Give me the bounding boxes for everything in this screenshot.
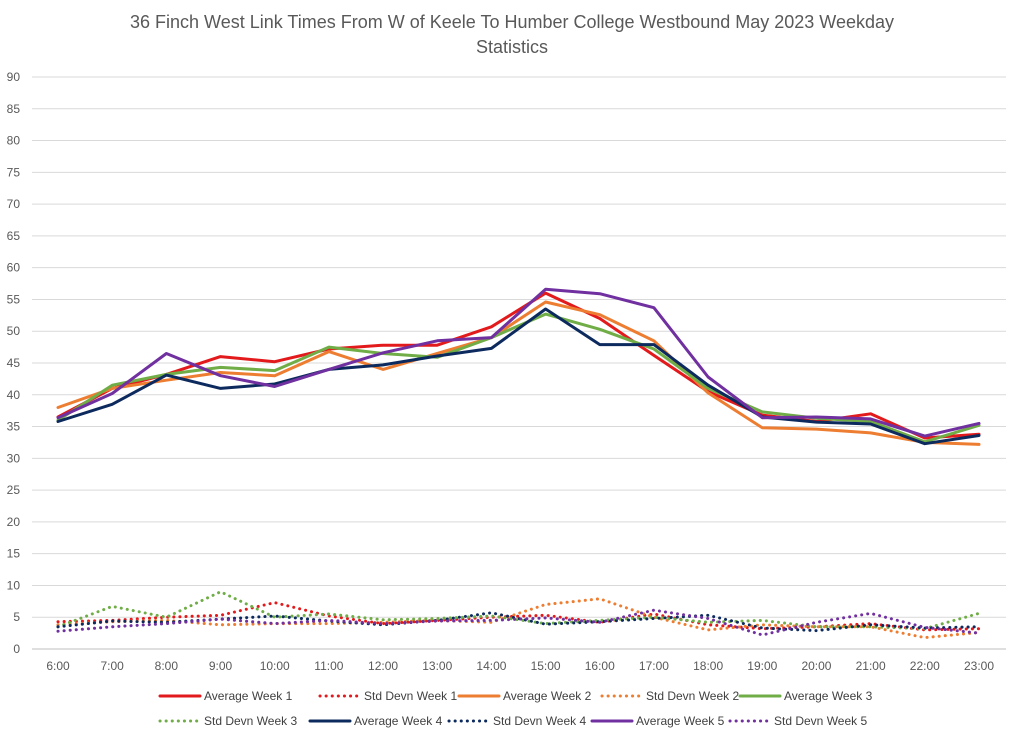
y-tick-label-10: 10 [7,578,21,592]
y-tick-label-20: 20 [7,515,21,529]
legend-label-average-week-4: Average Week 4 [354,714,443,728]
y-tick-label-55: 55 [7,292,21,306]
series-line-std-devn-week-5 [56,608,981,637]
y-tick-label-0: 0 [13,642,20,656]
legend-label-std-devn-week-2: Std Devn Week 2 [646,689,739,703]
legend-item-std-devn-week-1: Std Devn Week 1 [318,689,457,703]
legend-label-average-week-3: Average Week 3 [784,689,873,703]
y-tick-label-70: 70 [7,197,21,211]
y-tick-label-50: 50 [7,324,21,338]
y-tick-label-30: 30 [7,451,21,465]
x-tick-label-12:00: 12:00 [368,659,398,673]
legend-item-std-devn-week-3: Std Devn Week 3 [158,714,297,728]
legend-label-std-devn-week-3: Std Devn Week 3 [204,714,297,728]
legend-item-average-week-4: Average Week 4 [308,714,443,728]
x-tick-label-19:00: 19:00 [747,659,777,673]
y-tick-label-75: 75 [7,165,21,179]
x-tick-label-15:00: 15:00 [531,659,561,673]
y-tick-label-90: 90 [7,70,21,84]
legend-item-average-week-5: Average Week 5 [590,714,725,728]
x-tick-label-14:00: 14:00 [476,659,506,673]
legend-item-average-week-3: Average Week 3 [738,689,873,703]
series-line-average-week-5 [56,287,981,438]
y-tick-label-65: 65 [7,229,21,243]
y-tick-label-85: 85 [7,102,21,116]
x-tick-label-6:00: 6:00 [46,659,70,673]
x-axis-ticks: 6:00 7:00 8:00 9:00 10:00 11:00 12:00 13:00 14:0… [46,659,994,673]
y-tick-label-35: 35 [7,420,21,434]
x-tick-label-21:00: 21:00 [856,659,886,673]
x-tick-label-18:00: 18:00 [693,659,723,673]
legend: Average Week 1 Std Devn Week 1 Average Wee… [158,689,873,728]
legend-label-std-devn-week-5: Std Devn Week 5 [774,714,867,728]
chart-title-line-1: 36 Finch West Link Times From W of Keele… [130,12,894,32]
legend-label-std-devn-week-4: Std Devn Week 4 [493,714,586,728]
x-tick-label-16:00: 16:00 [585,659,615,673]
x-tick-label-8:00: 8:00 [155,659,179,673]
y-axis-ticks: 0 5 10 15 20 25 30 35 40 45 50 55 60 65 70 75 80 85 90 [7,70,21,656]
legend-item-average-week-1: Average Week 1 [158,689,293,703]
x-tick-label-7:00: 7:00 [100,659,124,673]
series-lines [56,287,981,640]
series-line-average-week-2 [56,300,981,446]
legend-item-std-devn-week-4: Std Devn Week 4 [447,714,586,728]
x-tick-label-23:00: 23:00 [964,659,994,673]
x-tick-label-20:00: 20:00 [801,659,831,673]
y-tick-label-60: 60 [7,261,21,275]
x-tick-label-9:00: 9:00 [209,659,233,673]
y-tick-label-80: 80 [7,134,21,148]
chart-title-line-2: Statistics [476,37,548,57]
x-tick-label-22:00: 22:00 [910,659,940,673]
legend-item-average-week-2: Average Week 2 [457,689,592,703]
y-tick-label-40: 40 [7,388,21,402]
legend-label-std-devn-week-1: Std Devn Week 1 [364,689,457,703]
x-tick-label-13:00: 13:00 [422,659,452,673]
x-tick-label-11:00: 11:00 [314,659,343,673]
y-tick-label-25: 25 [7,483,21,497]
legend-item-std-devn-week-2: Std Devn Week 2 [600,689,739,703]
legend-label-average-week-2: Average Week 2 [503,689,592,703]
series-line-average-week-3 [56,312,981,444]
y-tick-label-15: 15 [7,547,21,561]
x-tick-label-10:00: 10:00 [260,659,290,673]
legend-label-average-week-1: Average Week 1 [204,689,293,703]
y-tick-label-5: 5 [13,610,20,624]
x-tick-label-17:00: 17:00 [639,659,669,673]
legend-item-std-devn-week-5: Std Devn Week 5 [728,714,867,728]
series-line-average-week-4 [56,307,981,446]
gridlines [32,76,1006,650]
legend-label-average-week-5: Average Week 5 [636,714,725,728]
y-tick-label-45: 45 [7,356,21,370]
